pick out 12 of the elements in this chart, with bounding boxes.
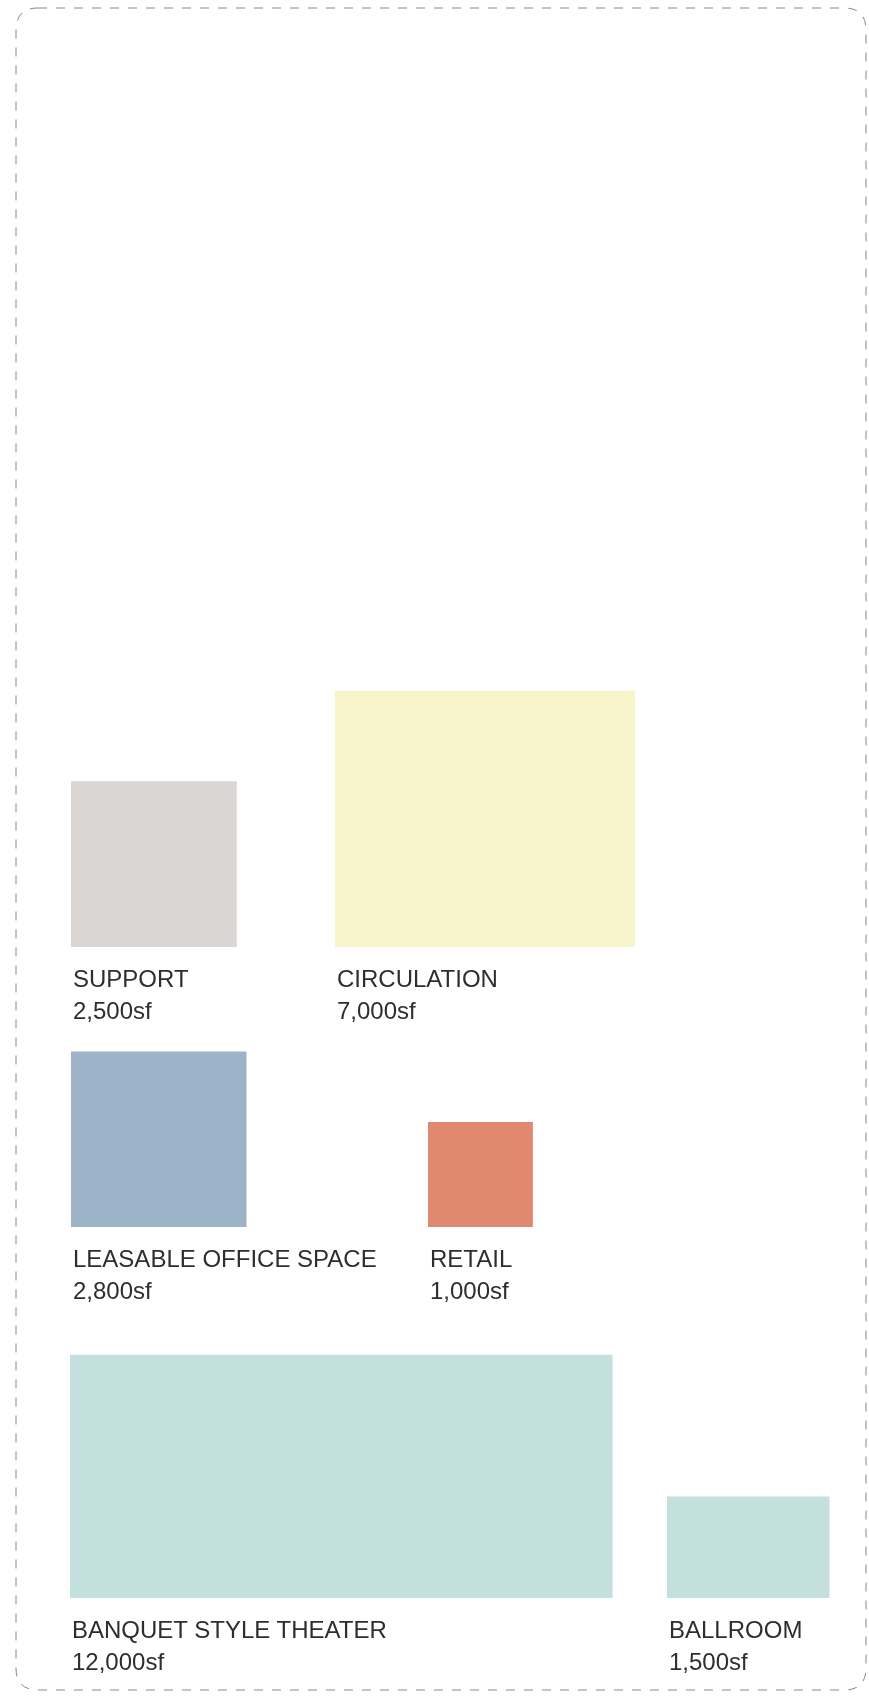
category-label: RETAIL (430, 1245, 513, 1272)
category-label: CIRCULATION (337, 965, 498, 992)
category-label: BALLROOM (669, 1616, 803, 1643)
data-label: 2,500sf (73, 997, 153, 1024)
data-label: 1,000sf (430, 1277, 510, 1304)
category-label: BANQUET STYLE THEATER (72, 1616, 387, 1643)
category-label: LEASABLE OFFICE SPACE (73, 1245, 377, 1272)
data-label: 12,000sf (72, 1648, 165, 1675)
data-label: 7,000sf (337, 997, 417, 1024)
data-label: 1,500sf (669, 1648, 749, 1675)
data-label: 2,800sf (73, 1277, 153, 1304)
category-label: SUPPORT (73, 965, 189, 992)
